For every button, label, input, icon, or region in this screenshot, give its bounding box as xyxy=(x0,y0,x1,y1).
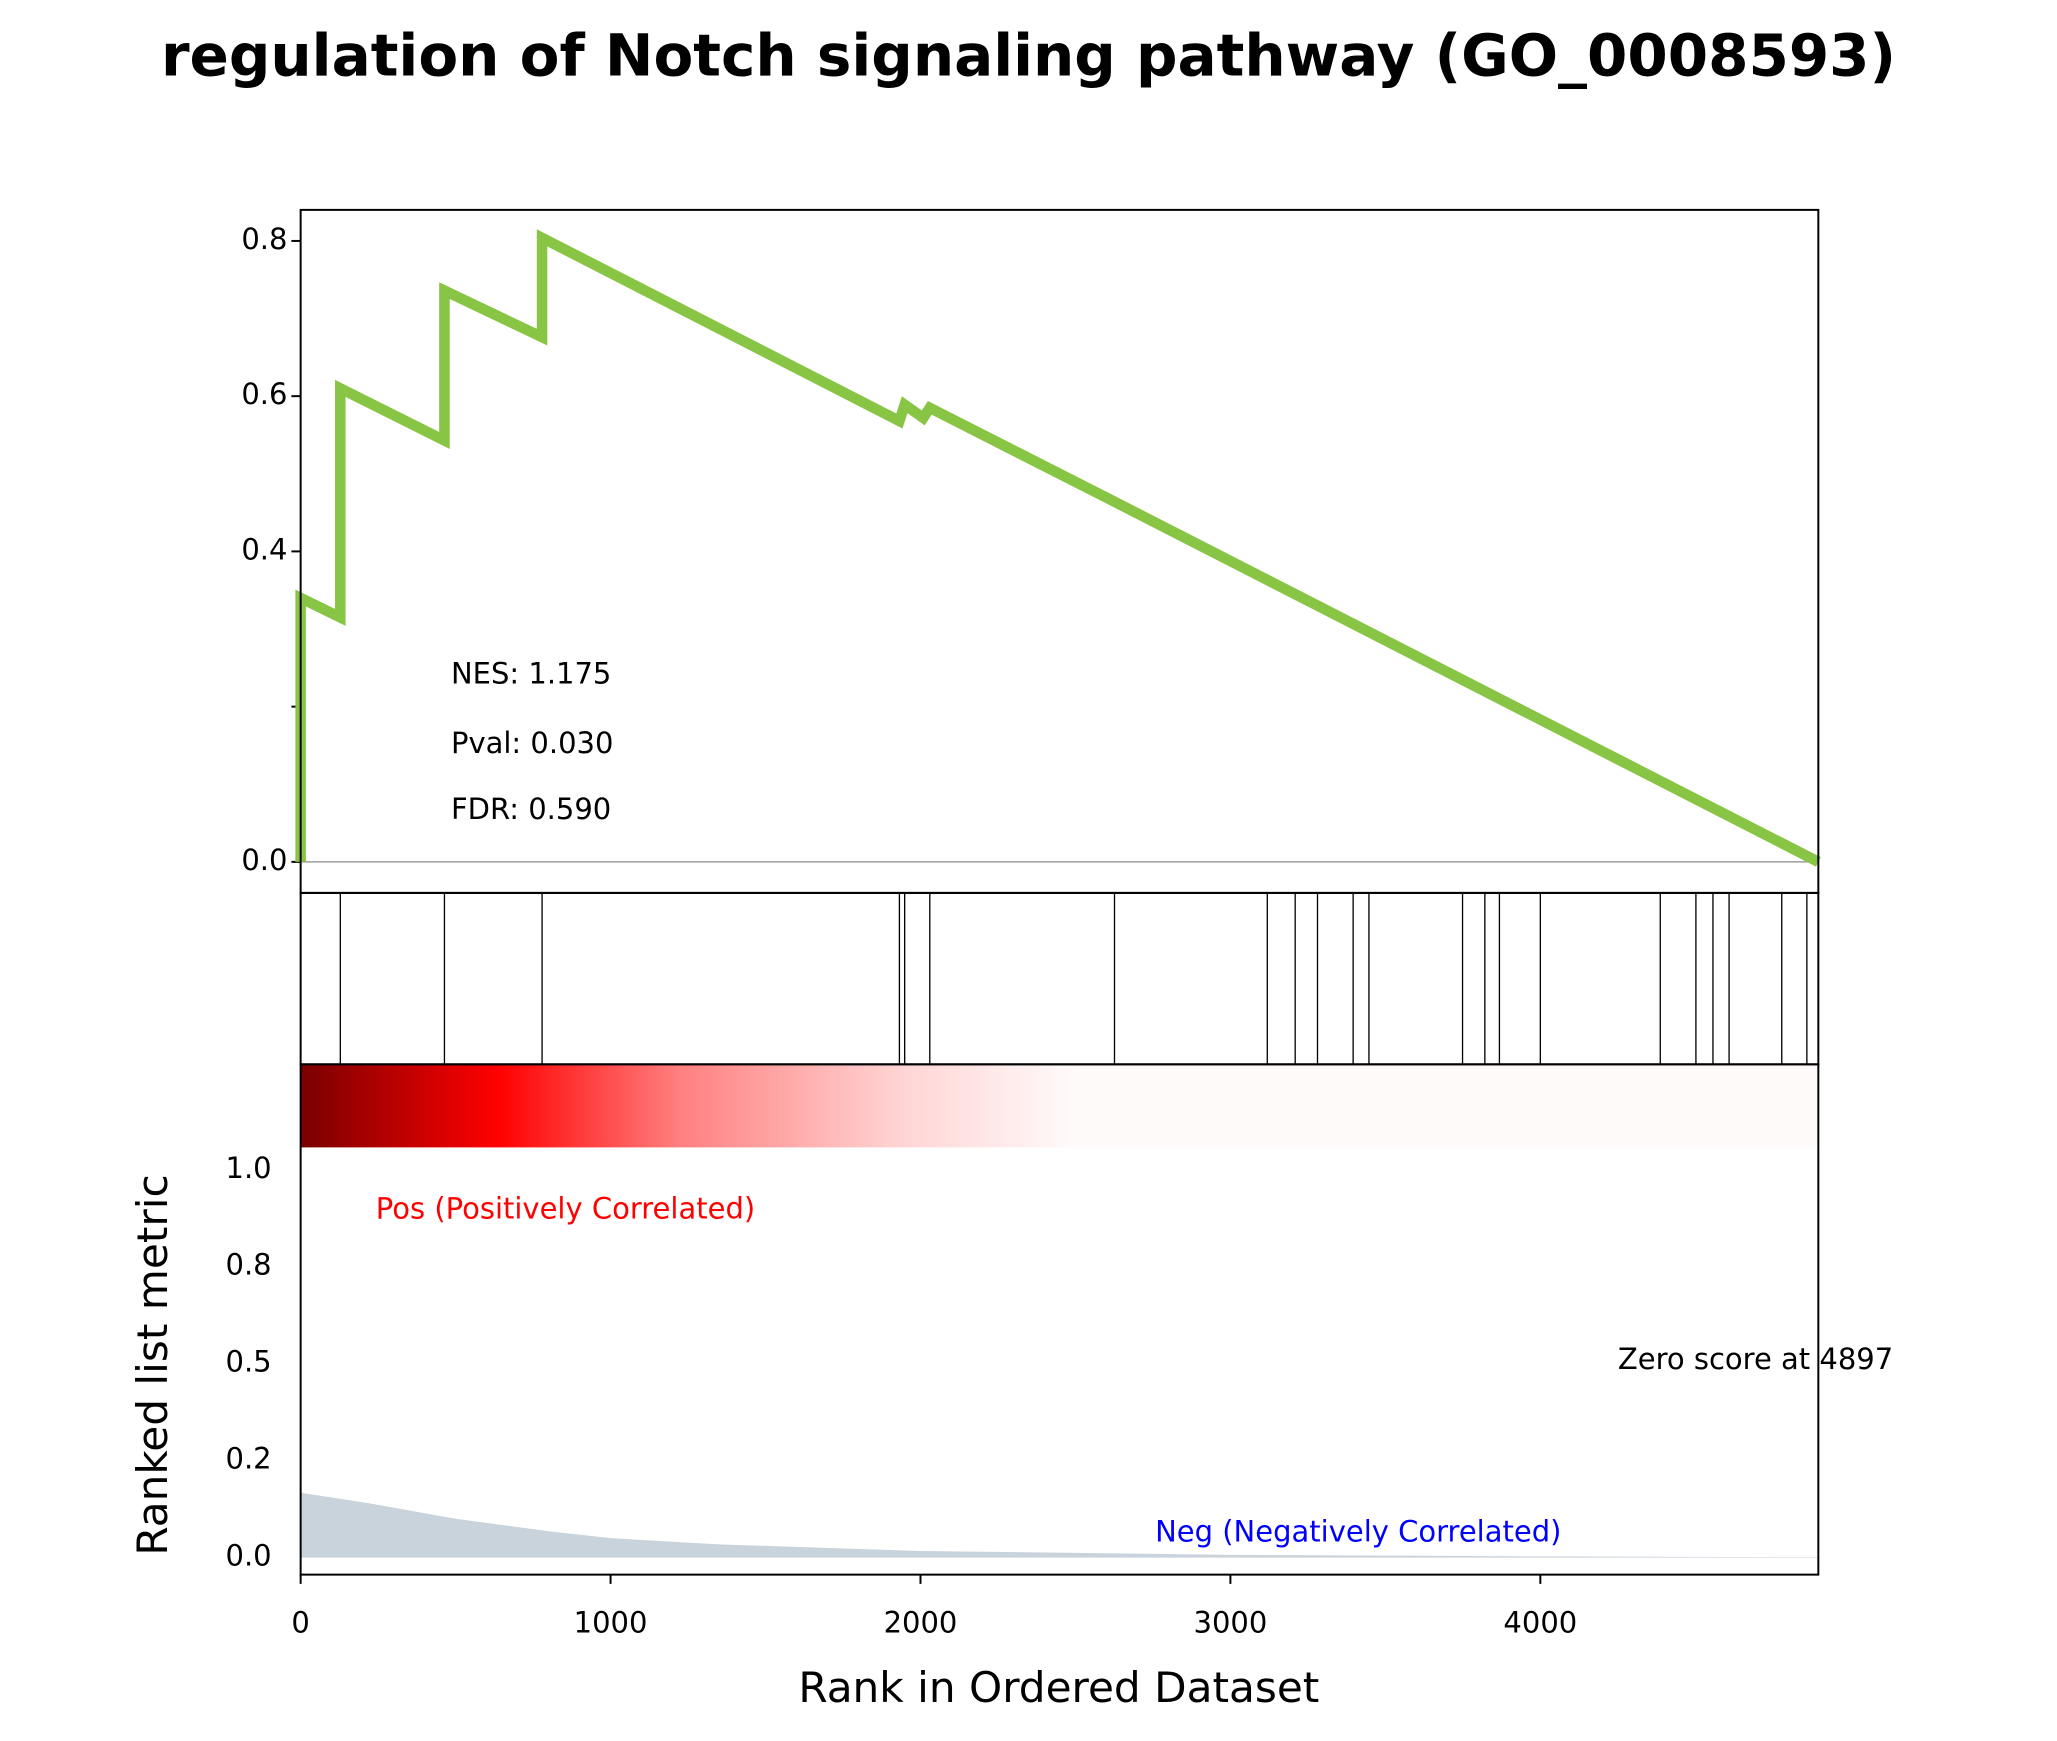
stat-nes: NES: 1.175 xyxy=(451,656,611,690)
metric-y-tick-label: 1.0 xyxy=(226,1151,272,1185)
neg-label: Neg (Negatively Correlated) xyxy=(1155,1515,1561,1549)
x-axis-label: Rank in Ordered Dataset xyxy=(798,1663,1319,1712)
y-tick-label: 0.4 xyxy=(241,532,287,566)
rank-heatmap xyxy=(300,1064,1819,1148)
y-tick-label: 0.8 xyxy=(241,222,287,256)
metric-y-tick-label: 0.0 xyxy=(226,1539,272,1573)
es-panel-frame xyxy=(299,208,1820,894)
x-tick-label: 4000 xyxy=(1503,1606,1577,1640)
metric-panel-frame xyxy=(299,1063,1820,1576)
metric-y-tick-label: 0.5 xyxy=(226,1345,272,1379)
metric-area xyxy=(300,1492,1819,1558)
pos-label: Pos (Positively Correlated) xyxy=(376,1192,755,1226)
y-tick-label: 0.6 xyxy=(241,377,287,411)
stat-pval: Pval: 0.030 xyxy=(451,726,613,760)
y-tick-label: 0.0 xyxy=(241,843,287,877)
stat-fdr: FDR: 0.590 xyxy=(451,792,611,826)
x-tick-label: 0 xyxy=(291,1606,309,1640)
y-axis-label: Ranked list metric xyxy=(128,1174,177,1555)
metric-y-tick-label: 0.2 xyxy=(226,1442,272,1476)
x-tick-label: 3000 xyxy=(1194,1606,1268,1640)
chart-title: regulation of Notch signaling pathway (G… xyxy=(161,22,1896,90)
es-line xyxy=(295,229,1821,867)
x-tick-label: 1000 xyxy=(574,1606,648,1640)
metric-y-tick-label: 0.8 xyxy=(226,1248,272,1282)
zero-score-label: Zero score at 4897 xyxy=(1618,1342,1893,1376)
hits-panel-frame xyxy=(299,891,1820,1066)
x-tick-label: 2000 xyxy=(884,1606,958,1640)
